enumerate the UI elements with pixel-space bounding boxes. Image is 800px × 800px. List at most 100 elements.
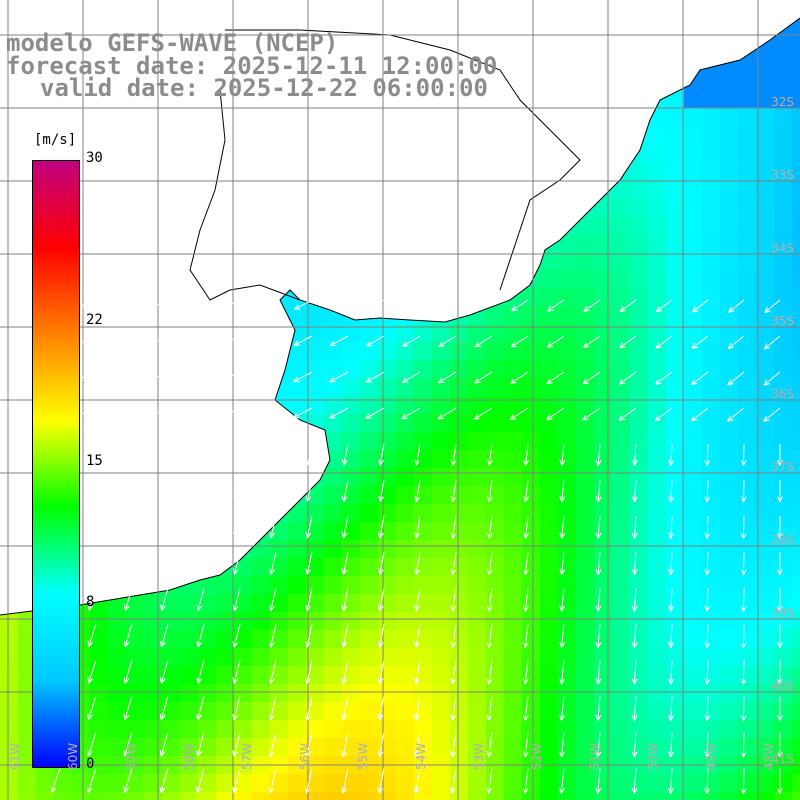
wind-speed-cell — [432, 504, 450, 522]
wind-arrow — [522, 515, 529, 539]
wind-speed-cell — [612, 648, 630, 666]
wind-arrow — [486, 515, 493, 539]
wind-arrow — [196, 551, 205, 575]
wind-speed-cell — [738, 396, 756, 414]
latitude-label: 34S — [771, 241, 794, 255]
wind-speed-cell — [738, 450, 756, 468]
wind-arrow — [486, 587, 493, 612]
colorbar-tick: 0 — [86, 756, 95, 772]
wind-speed-cell — [738, 252, 756, 270]
wind-speed-cell — [378, 468, 396, 486]
wind-speed-cell — [756, 414, 774, 432]
wind-arrow — [160, 515, 169, 538]
wind-speed-cell — [504, 738, 522, 756]
wind-speed-cell — [702, 234, 720, 252]
wind-speed-cell — [612, 774, 630, 792]
wind-speed-cell — [342, 396, 360, 414]
wind-speed-cell — [414, 576, 432, 594]
wind-arrow — [305, 479, 313, 502]
wind-speed-cell — [450, 342, 468, 360]
wind-speed-cell — [522, 540, 540, 558]
wind-speed-cell — [162, 720, 180, 738]
wind-arrow — [268, 767, 277, 794]
wind-arrow — [704, 767, 711, 794]
wind-arrow — [546, 371, 565, 385]
wind-arrow — [195, 731, 205, 757]
wind-speed-cell — [198, 684, 216, 702]
wind-speed-cell — [738, 486, 756, 504]
wind-speed-cell — [324, 738, 342, 756]
wind-speed-cell — [612, 738, 630, 756]
wind-speed-cell — [648, 198, 666, 216]
wind-arrow — [510, 335, 529, 348]
wind-arrow — [655, 299, 673, 313]
wind-arrow — [86, 767, 97, 793]
wind-speed-cell — [720, 180, 738, 198]
wind-arrow — [148, 407, 169, 418]
wind-speed-cell — [720, 648, 738, 666]
wind-speed-cell — [576, 504, 594, 522]
wind-speed-cell — [342, 738, 360, 756]
wind-speed-cell — [522, 720, 540, 738]
wind-speed-cell — [198, 738, 216, 756]
wind-arrow — [377, 623, 385, 648]
wind-speed-cell — [216, 576, 234, 594]
wind-speed-cell — [252, 774, 270, 792]
wind-arrow — [450, 551, 457, 575]
wind-speed-cell — [648, 666, 666, 684]
wind-speed-cell — [234, 684, 252, 702]
wind-speed-cell — [774, 630, 792, 648]
wind-arrow — [304, 695, 313, 721]
wind-speed-cell — [468, 414, 486, 432]
wind-speed-cell — [486, 378, 504, 396]
wind-speed-cell — [432, 432, 450, 450]
wind-arrow — [728, 299, 745, 313]
wind-speed-cell — [342, 450, 360, 468]
wind-speed-cell — [630, 450, 648, 468]
wind-speed-cell — [396, 378, 414, 396]
wind-arrow — [595, 479, 602, 503]
wind-arrow — [619, 299, 637, 313]
wind-speed-cell — [738, 180, 756, 198]
longitude-label: 61W — [8, 742, 22, 770]
wind-speed-cell — [576, 774, 594, 792]
wind-arrow — [113, 299, 133, 309]
wind-speed-cell — [684, 252, 702, 270]
wind-speed-cell — [144, 720, 162, 738]
wind-speed-cell — [702, 558, 720, 576]
wind-speed-cell — [432, 792, 450, 800]
wind-speed-cell — [774, 558, 792, 576]
wind-speed-cell — [648, 522, 666, 540]
wind-speed-cell — [360, 540, 378, 558]
wind-speed-cell — [450, 576, 468, 594]
wind-speed-cell — [666, 630, 684, 648]
wind-speed-cell — [306, 342, 324, 360]
latitude-label: 38S — [771, 533, 794, 547]
wind-speed-cell — [630, 648, 648, 666]
wind-speed-cell — [0, 774, 18, 792]
wind-arrow — [378, 479, 385, 502]
wind-speed-cell — [576, 684, 594, 702]
wind-speed-cell — [432, 684, 450, 702]
colorbar-tick: 22 — [86, 311, 103, 328]
wind-speed-cell — [324, 702, 342, 720]
border-line — [189, 89, 301, 301]
wind-speed-cell — [630, 360, 648, 378]
wind-speed-cell — [702, 630, 720, 648]
wind-arrow — [377, 767, 385, 794]
wind-speed-cell — [108, 684, 126, 702]
wind-arrow — [184, 371, 205, 382]
wind-speed-cell — [306, 792, 324, 800]
wind-speed-cell — [774, 720, 792, 738]
wind-speed-cell — [648, 468, 666, 486]
wind-speed-cell — [576, 342, 594, 360]
wind-speed-cell — [666, 594, 684, 612]
wind-speed-cell — [342, 432, 360, 450]
coastline — [0, 17, 800, 616]
wind-speed-cell — [756, 216, 774, 234]
wind-speed-cell — [504, 558, 522, 576]
wind-arrow — [438, 299, 457, 311]
wind-speed-cell — [774, 162, 792, 180]
wind-speed-cell — [504, 540, 522, 558]
wind-speed-cell — [378, 720, 396, 738]
